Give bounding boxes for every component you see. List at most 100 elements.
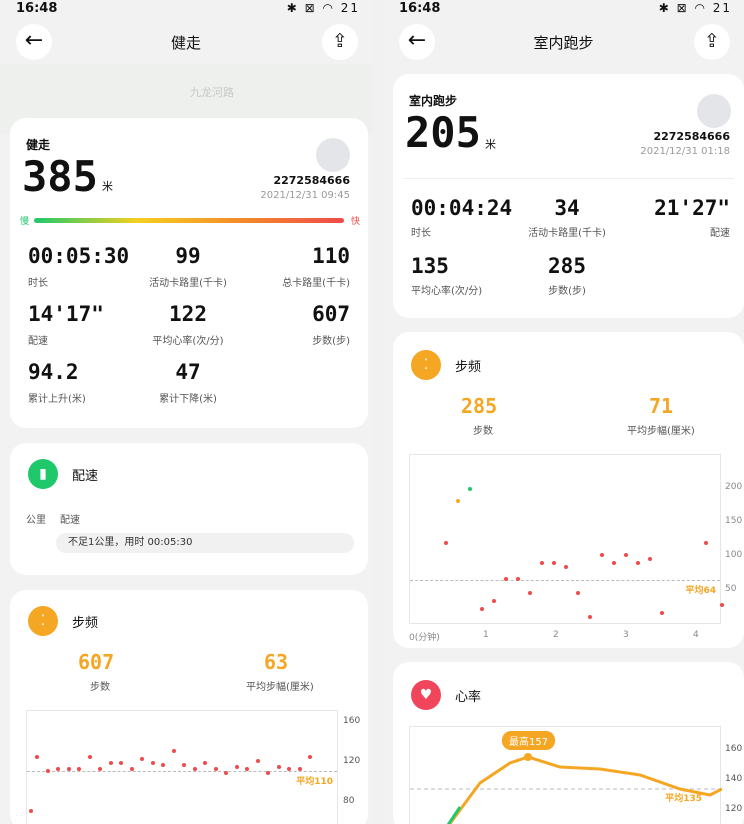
fast-label: 快 [350, 217, 360, 227]
cadence-point [648, 557, 652, 561]
cadence-point [552, 561, 556, 565]
cadence-point [276, 765, 281, 769]
stat-label: 步数(步) [548, 286, 586, 297]
cadence-chart[interactable]: 平均110 [26, 710, 338, 824]
x-tick: 4 [693, 630, 699, 640]
right-screen: 16:48 ✱ ⊠ ◠ 21 ← 室内跑步 ⇪ 室内跑步 205 米 22725… [383, 0, 744, 824]
summary-card: 室内跑步 205 米 2272584666 2021/12/31 01:18 0… [393, 74, 744, 318]
max-badge: 最高157 [502, 731, 556, 750]
stat-value: 34 [554, 196, 580, 220]
status-icons: ✱ ⊠ ◠ 21 [286, 1, 360, 15]
stat-label: 配速 [28, 336, 48, 347]
cadence-point [245, 767, 249, 771]
status-time: 16:48 [399, 1, 441, 16]
stat-value: 94.2 [28, 360, 79, 384]
cadence-point [224, 771, 228, 775]
cadence-point [29, 809, 33, 813]
heart-rate-card: ♥ 心率 最高157 平均135 160 140 120 [393, 662, 744, 824]
stride-label: 平均步幅(厘米) [627, 426, 695, 437]
status-icons: ✱ ⊠ ◠ 21 [658, 1, 732, 15]
y-tick: 120 [725, 804, 743, 814]
y-tick: 100 [725, 550, 743, 560]
stat-value: 285 [548, 254, 586, 278]
divider [403, 178, 734, 179]
avatar[interactable] [316, 138, 350, 172]
cadence-point [308, 755, 312, 759]
y-tick: 140 [725, 774, 743, 784]
stat-label: 平均心率(次/分) [411, 286, 483, 297]
stride-value: 63 [264, 650, 289, 674]
cadence-point [140, 757, 144, 761]
stat-label: 时长 [28, 278, 48, 289]
heart-line [410, 753, 722, 824]
share-icon[interactable]: ⇪ [322, 24, 358, 60]
avg-label: 平均135 [665, 794, 702, 804]
cadence-point [203, 761, 207, 765]
stat-label: 时长 [411, 228, 431, 239]
cadence-point [720, 603, 724, 607]
stat-label: 步数(步) [312, 336, 350, 347]
back-arrow-icon[interactable]: ← [16, 24, 52, 60]
cadence-point [660, 611, 664, 615]
share-icon[interactable]: ⇪ [694, 24, 730, 60]
stat-label: 活动卡路里(千卡) [528, 228, 606, 239]
page-title: 健走 [170, 34, 201, 52]
stat-label: 平均心率(次/分) [152, 336, 224, 347]
stat-value: 99 [175, 244, 201, 268]
footprint-icon: ⁚ [411, 350, 441, 380]
back-arrow-icon[interactable]: ← [399, 24, 435, 60]
heart-chart[interactable]: 最高157 平均135 [409, 726, 722, 824]
cadence-point [213, 767, 218, 771]
x-tick: 0(分钟) [409, 633, 440, 643]
distance-unit: 米 [485, 138, 496, 151]
cadence-point [182, 763, 186, 767]
y-tick: 80 [343, 796, 355, 806]
stat-value: 122 [169, 302, 207, 326]
summary-card: 健走 385 米 2272584666 2021/12/31 09:45 慢 快… [10, 118, 368, 428]
km-column: 公里 [26, 515, 46, 526]
cadence-point [564, 565, 568, 569]
stat-value: 110 [312, 244, 350, 268]
cadence-point [612, 561, 616, 565]
stat-value: 00:05:30 [28, 244, 130, 268]
record-datetime: 2021/12/31 09:45 [260, 190, 350, 201]
y-tick: 200 [725, 482, 743, 492]
cadence-point [588, 615, 592, 619]
stat-value: 135 [411, 254, 449, 278]
cadence-point [129, 767, 134, 771]
sport-label: 健走 [26, 138, 51, 152]
cadence-point [66, 767, 71, 771]
cadence-chart[interactable]: 平均64 [409, 454, 724, 624]
cadence-point [456, 499, 460, 503]
pace-column: 配速 [60, 515, 80, 526]
cadence-point [504, 577, 508, 581]
steps-label: 步数 [473, 426, 493, 437]
cadence-point [540, 561, 544, 565]
cadence-point [150, 761, 155, 765]
avatar[interactable] [697, 94, 731, 128]
avg-line [27, 771, 337, 772]
status-bar: 16:48 ✱ ⊠ ◠ 21 [383, 0, 744, 22]
stat-value: 00:04:24 [411, 196, 513, 220]
map-label: 九龙河路 [190, 86, 234, 99]
stat-value: 607 [312, 302, 350, 326]
cadence-title: 步频 [72, 616, 99, 631]
sport-label: 室内跑步 [409, 94, 458, 108]
y-tick: 160 [725, 744, 743, 754]
stride-label: 平均步幅(厘米) [246, 682, 314, 693]
y-tick: 150 [725, 516, 743, 526]
cadence-point [119, 761, 123, 765]
pace-gradient-bar [34, 218, 344, 223]
stat-value: 21'27" [654, 196, 730, 220]
x-tick: 1 [483, 630, 489, 640]
cadence-point [266, 771, 270, 775]
cadence-point [480, 607, 484, 611]
cadence-point [87, 755, 92, 759]
cadence-point [108, 761, 113, 765]
stat-label: 累计下降(米) [159, 394, 217, 405]
cadence-point [77, 767, 81, 771]
status-bar: 16:48 ✱ ⊠ ◠ 21 [0, 0, 372, 22]
avg-line [410, 580, 720, 581]
distance-value: 385 [22, 152, 98, 201]
pace-note: 不足1公里，用时 00:05:30 [56, 533, 354, 553]
